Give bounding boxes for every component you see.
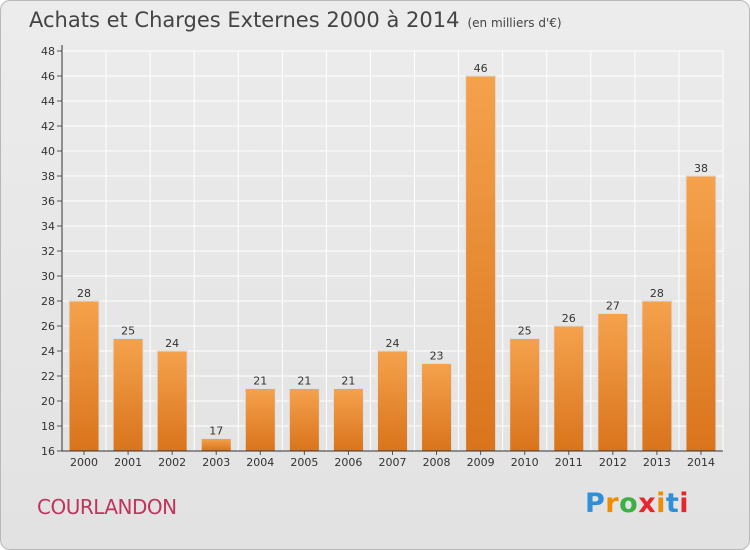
bar-value-label: 26 <box>562 312 576 325</box>
bar-value-label: 23 <box>430 350 444 363</box>
bar-2003 <box>200 438 232 452</box>
bar-value-label: 46 <box>474 62 488 75</box>
x-tick-label: 2000 <box>70 456 98 469</box>
logo-letter: i <box>679 488 690 519</box>
axes <box>57 45 723 455</box>
bar-2009 <box>465 75 497 452</box>
y-tick-label: 20 <box>41 395 55 408</box>
bar-2008 <box>421 363 453 452</box>
y-tick-label: 38 <box>41 170 55 183</box>
bar-value-label: 28 <box>650 287 664 300</box>
bar-2006 <box>332 388 364 452</box>
bar-2005 <box>288 388 320 452</box>
y-tick-label: 36 <box>41 195 55 208</box>
logo-letter: t <box>665 488 680 519</box>
bar-2013 <box>641 300 673 452</box>
x-tick-label: 2007 <box>379 456 407 469</box>
y-tick-label: 18 <box>41 420 55 433</box>
y-tick-label: 32 <box>41 245 55 258</box>
bar-2001 <box>112 338 144 452</box>
y-tick-label: 46 <box>41 70 55 83</box>
y-tick-label: 26 <box>41 320 55 333</box>
y-tick-label: 42 <box>41 120 55 133</box>
town-name: COURLANDON <box>37 495 177 519</box>
y-tick-label: 34 <box>41 220 55 233</box>
logo-letter: x <box>638 488 657 519</box>
y-tick-label: 40 <box>41 145 55 158</box>
y-tick-label: 44 <box>41 95 55 108</box>
bar-2010 <box>509 338 541 452</box>
x-tick-label: 2009 <box>467 456 495 469</box>
bar-2002 <box>156 350 188 452</box>
x-tick-label: 2002 <box>158 456 186 469</box>
x-tick-label: 2014 <box>687 456 715 469</box>
chart-title-text: Achats et Charges Externes 2000 à 2014 <box>29 8 460 32</box>
x-tick-label: 2013 <box>643 456 671 469</box>
labels: 16 18 20 22 24 26 28 30 32 34 36 38 40 42 44 46 48 28 2000… <box>41 45 715 469</box>
bar-value-label: 21 <box>297 375 311 388</box>
x-tick-label: 2010 <box>511 456 539 469</box>
logo-letter: P <box>585 488 606 519</box>
x-tick-label: 2011 <box>555 456 583 469</box>
bar-value-label: 27 <box>606 300 620 313</box>
x-tick-label: 2004 <box>246 456 274 469</box>
proxiti-logo: Proxiti <box>585 488 689 519</box>
x-tick-label: 2003 <box>202 456 230 469</box>
x-tick-label: 2001 <box>114 456 142 469</box>
logo-letter: r <box>605 488 620 519</box>
bar-value-label: 38 <box>694 162 708 175</box>
bar-value-label: 17 <box>209 425 223 438</box>
y-tick-label: 28 <box>41 295 55 308</box>
x-tick-label: 2008 <box>423 456 451 469</box>
x-tick-label: 2012 <box>599 456 627 469</box>
y-tick-label: 48 <box>41 45 55 58</box>
bar-2014 <box>685 175 717 452</box>
bars <box>68 75 717 452</box>
bar-2007 <box>377 350 408 452</box>
bar-2012 <box>597 313 629 452</box>
logo-letter: o <box>619 488 639 519</box>
bar-value-label: 28 <box>77 287 91 300</box>
logo-letter: i <box>656 488 666 519</box>
chart-title: Achats et Charges Externes 2000 à 2014 (e… <box>29 8 562 32</box>
bar-2011 <box>553 325 585 452</box>
y-tick-label: 16 <box>41 445 55 458</box>
x-tick-label: 2006 <box>334 456 362 469</box>
y-tick-label: 24 <box>41 345 55 358</box>
chart-subtitle: (en milliers d'€) <box>467 16 562 30</box>
bar-value-label: 24 <box>386 337 400 350</box>
bar-value-label: 21 <box>341 375 355 388</box>
bar-value-label: 21 <box>253 375 267 388</box>
bar-value-label: 25 <box>121 325 135 338</box>
y-tick-label: 22 <box>41 370 55 383</box>
bar-2004 <box>244 388 276 452</box>
bar-value-label: 24 <box>165 337 179 350</box>
bar-value-label: 25 <box>518 325 532 338</box>
bar-2000 <box>68 300 100 452</box>
y-tick-label: 30 <box>41 270 55 283</box>
x-tick-label: 2005 <box>290 456 318 469</box>
